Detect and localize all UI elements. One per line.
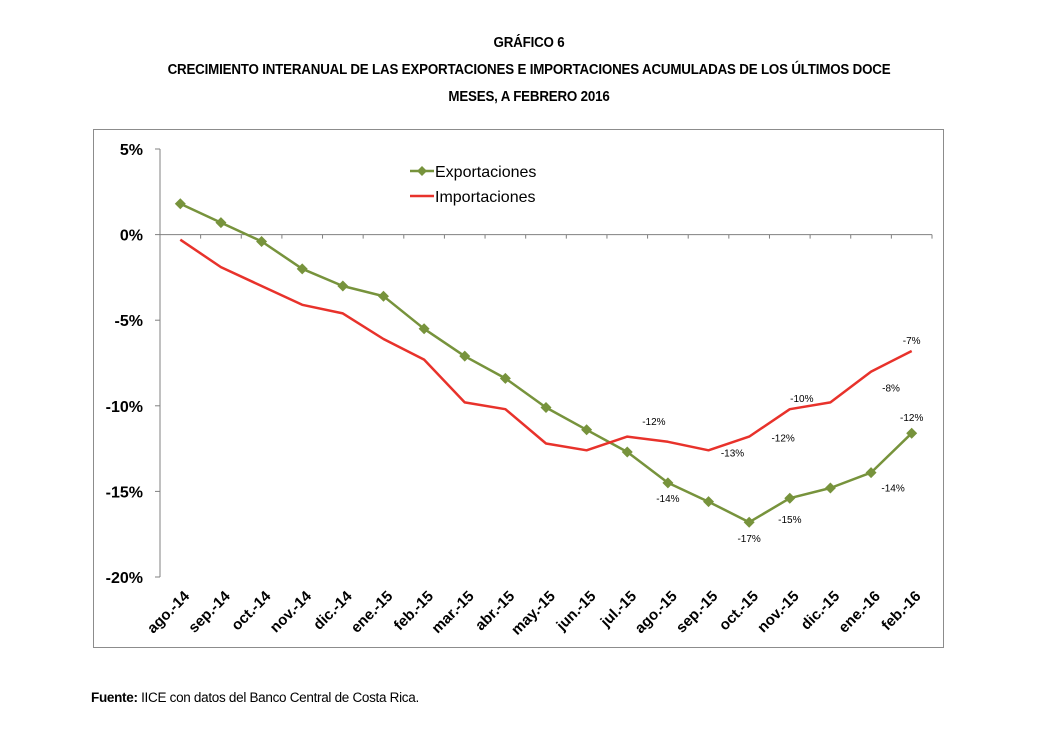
x-tick-label: mar.-15 [428,588,477,637]
x-tick-label: feb.-16 [878,588,924,634]
data-point-exportaciones [906,427,918,439]
data-label: -14% [881,484,904,495]
x-tick-label: oct.-15 [716,588,762,634]
data-point-exportaciones [377,290,389,302]
data-point-exportaciones [703,496,715,508]
data-label: -12% [642,417,665,428]
data-point-exportaciones [824,482,836,494]
x-tick-label: nov.-14 [267,587,316,636]
y-tick-label: -5% [115,313,143,330]
data-point-exportaciones [581,424,593,436]
data-point-exportaciones [540,402,552,414]
data-point-exportaciones [174,198,186,210]
data-label: -14% [656,494,679,505]
data-point-exportaciones [256,235,268,247]
data-point-exportaciones [865,467,877,479]
data-label: -8% [882,384,900,395]
series-line-importaciones [179,238,913,452]
y-tick-label: -10% [106,399,143,416]
data-point-exportaciones [621,446,633,458]
x-tick-label: jun.-15 [553,588,600,635]
data-label: -13% [721,448,744,459]
data-point-exportaciones [296,263,308,275]
data-label: -12% [900,413,923,424]
data-point-exportaciones [499,372,511,384]
x-tick-label: may.-15 [508,588,559,639]
y-tick-label: -15% [106,484,143,501]
source-note: Fuente: IICE con datos del Banco Central… [91,690,419,705]
y-tick-label: 0% [120,228,143,245]
legend-marker [417,166,427,176]
series-line-exportaciones [179,202,913,524]
x-tick-label: sep.-14 [185,587,234,636]
x-tick-label: oct.-14 [228,587,275,634]
x-tick-label: sep.-15 [673,588,722,637]
x-tick-label: ene.-15 [348,588,397,637]
legend-label: Exportaciones [435,164,536,181]
y-tick-label: 5% [120,142,143,159]
data-point-exportaciones [784,492,796,504]
x-tick-label: ago.-15 [632,588,681,637]
source-label: Fuente: [91,690,138,705]
chart-title: GRÁFICO 6 CRECIMIENTO INTERANUAL DE LAS … [0,30,1058,111]
data-point-exportaciones [215,217,227,229]
data-point-exportaciones [337,280,349,292]
chart-frame [93,129,944,648]
x-tick-label: ago.-14 [144,587,194,637]
chart-title-line-1: GRÁFICO 6 [493,35,565,51]
y-tick-label: -20% [106,570,143,587]
x-tick-label: nov.-15 [754,588,802,636]
chart-title-line-3: MESES, A FEBRERO 2016 [448,89,610,105]
data-label: -12% [771,434,794,445]
chart-title-line-2: CRECIMIENTO INTERANUAL DE LAS EXPORTACIO… [167,62,891,78]
x-tick-label: ene.-16 [835,588,884,637]
data-point-exportaciones [743,516,755,528]
data-point-exportaciones [459,350,471,362]
data-label: -7% [903,336,921,347]
data-point-exportaciones [662,477,674,489]
legend-label: Importaciones [435,189,536,206]
source-text: IICE con datos del Banco Central de Cost… [137,690,419,705]
data-label: -17% [737,534,760,545]
data-label: -15% [778,515,801,526]
data-label: -10% [790,394,813,405]
data-point-exportaciones [418,323,430,335]
